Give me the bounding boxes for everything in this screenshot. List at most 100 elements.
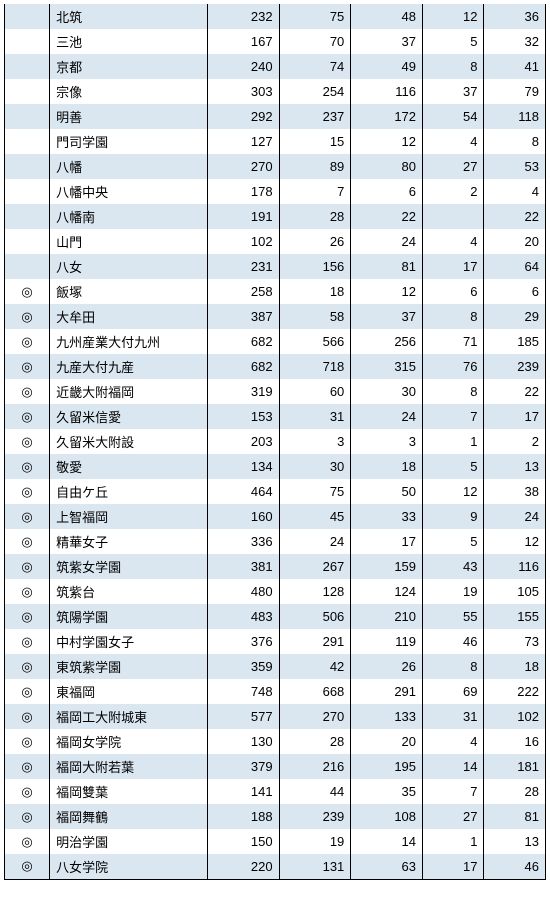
cell-mark: ◎ [5, 479, 50, 504]
cell-v4: 14 [423, 754, 484, 779]
cell-name: 明治学園 [50, 829, 208, 854]
cell-mark: ◎ [5, 429, 50, 454]
cell-name: 八幡中央 [50, 179, 208, 204]
table-row: ◎大牟田3875837829 [5, 304, 546, 329]
cell-mark: ◎ [5, 329, 50, 354]
cell-v5: 155 [484, 604, 546, 629]
cell-v2: 30 [279, 454, 351, 479]
cell-v5: 38 [484, 479, 546, 504]
cell-v4: 7 [423, 779, 484, 804]
cell-v5: 73 [484, 629, 546, 654]
cell-v4: 5 [423, 29, 484, 54]
cell-v4: 55 [423, 604, 484, 629]
cell-v1: 258 [207, 279, 279, 304]
cell-name: 福岡雙葉 [50, 779, 208, 804]
cell-v2: 74 [279, 54, 351, 79]
cell-v3: 80 [351, 154, 423, 179]
table-row: ◎福岡工大附城東57727013331102 [5, 704, 546, 729]
cell-v2: 45 [279, 504, 351, 529]
cell-v3: 24 [351, 404, 423, 429]
cell-name: 近畿大附福岡 [50, 379, 208, 404]
cell-v3: 256 [351, 329, 423, 354]
cell-v5: 6 [484, 279, 546, 304]
cell-name: 筑陽学園 [50, 604, 208, 629]
cell-v5: 20 [484, 229, 546, 254]
cell-v4: 27 [423, 804, 484, 829]
cell-v3: 14 [351, 829, 423, 854]
cell-name: 北筑 [50, 4, 208, 29]
cell-v1: 178 [207, 179, 279, 204]
cell-v1: 191 [207, 204, 279, 229]
cell-v2: 28 [279, 729, 351, 754]
cell-v5: 32 [484, 29, 546, 54]
cell-v3: 30 [351, 379, 423, 404]
cell-v5: 105 [484, 579, 546, 604]
cell-mark: ◎ [5, 529, 50, 554]
cell-v5: 79 [484, 79, 546, 104]
cell-v2: 668 [279, 679, 351, 704]
cell-v4: 5 [423, 454, 484, 479]
cell-v2: 31 [279, 404, 351, 429]
cell-v5: 18 [484, 654, 546, 679]
table-row: ◎福岡大附若葉37921619514181 [5, 754, 546, 779]
cell-name: 八幡 [50, 154, 208, 179]
table-row: ◎福岡雙葉1414435728 [5, 779, 546, 804]
cell-v4: 12 [423, 479, 484, 504]
cell-v1: 480 [207, 579, 279, 604]
cell-v5: 36 [484, 4, 546, 29]
cell-v3: 48 [351, 4, 423, 29]
cell-v3: 108 [351, 804, 423, 829]
cell-v1: 130 [207, 729, 279, 754]
cell-v2: 42 [279, 654, 351, 679]
cell-v4: 12 [423, 4, 484, 29]
cell-v1: 141 [207, 779, 279, 804]
cell-v5: 22 [484, 204, 546, 229]
cell-v1: 231 [207, 254, 279, 279]
cell-v1: 220 [207, 854, 279, 879]
table-row: 山門1022624420 [5, 229, 546, 254]
cell-v5: 181 [484, 754, 546, 779]
cell-v3: 3 [351, 429, 423, 454]
cell-v5: 239 [484, 354, 546, 379]
cell-mark: ◎ [5, 704, 50, 729]
cell-name: 久留米大附設 [50, 429, 208, 454]
cell-v5: 118 [484, 104, 546, 129]
cell-v4: 8 [423, 654, 484, 679]
cell-v4: 5 [423, 529, 484, 554]
cell-v4: 4 [423, 729, 484, 754]
cell-mark [5, 54, 50, 79]
cell-v4: 4 [423, 129, 484, 154]
table-row: 宗像3032541163779 [5, 79, 546, 104]
cell-v1: 464 [207, 479, 279, 504]
cell-name: 自由ケ丘 [50, 479, 208, 504]
cell-v2: 60 [279, 379, 351, 404]
cell-v2: 718 [279, 354, 351, 379]
table-row: 北筑23275481236 [5, 4, 546, 29]
cell-v5: 116 [484, 554, 546, 579]
cell-v2: 3 [279, 429, 351, 454]
cell-v2: 566 [279, 329, 351, 354]
cell-v3: 35 [351, 779, 423, 804]
cell-v2: 156 [279, 254, 351, 279]
cell-mark: ◎ [5, 404, 50, 429]
table-row: 八幡南191282222 [5, 204, 546, 229]
cell-v2: 19 [279, 829, 351, 854]
cell-v1: 682 [207, 354, 279, 379]
cell-v2: 506 [279, 604, 351, 629]
table-row: ◎久留米信愛1533124717 [5, 404, 546, 429]
cell-v2: 89 [279, 154, 351, 179]
cell-mark [5, 129, 50, 154]
cell-mark: ◎ [5, 279, 50, 304]
cell-v4 [423, 204, 484, 229]
table-row: ◎九産大付九産68271831576239 [5, 354, 546, 379]
cell-name: 筑紫女学園 [50, 554, 208, 579]
table-row: ◎筑紫台48012812419105 [5, 579, 546, 604]
cell-name: 飯塚 [50, 279, 208, 304]
cell-v2: 26 [279, 229, 351, 254]
table-row: ◎自由ケ丘46475501238 [5, 479, 546, 504]
cell-v2: 237 [279, 104, 351, 129]
cell-v4: 43 [423, 554, 484, 579]
cell-v3: 33 [351, 504, 423, 529]
cell-v3: 20 [351, 729, 423, 754]
cell-v1: 102 [207, 229, 279, 254]
